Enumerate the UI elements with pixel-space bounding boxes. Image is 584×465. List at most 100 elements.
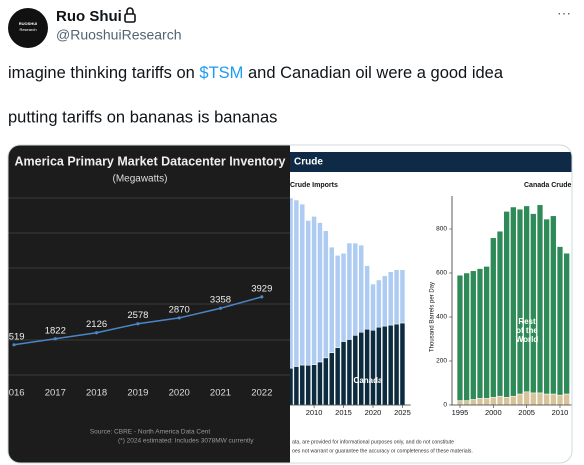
bar-segment bbox=[358, 331, 364, 406]
cashtag-link[interactable]: $TSM bbox=[199, 64, 243, 82]
y-axis-label: Thousand Barrels per Day bbox=[430, 282, 436, 352]
bar-segment bbox=[483, 266, 490, 399]
bar-segment bbox=[563, 252, 570, 395]
bar-segment bbox=[470, 270, 477, 400]
data-label: 2578 bbox=[127, 310, 148, 321]
bar-segment bbox=[358, 244, 364, 333]
bar-segment bbox=[340, 341, 347, 406]
bar-segment bbox=[323, 230, 329, 359]
bar-segment bbox=[556, 246, 564, 396]
bar-segment bbox=[387, 271, 394, 326]
series-label: Canada bbox=[354, 376, 383, 385]
bar-segment bbox=[483, 398, 490, 406]
data-label: 2870 bbox=[169, 304, 190, 315]
more-button[interactable]: ··· bbox=[557, 5, 571, 21]
bar-segment bbox=[543, 393, 550, 406]
bar-segment bbox=[328, 246, 335, 353]
bar-segment bbox=[393, 323, 400, 406]
bar-segment bbox=[311, 216, 317, 365]
bar-segment bbox=[352, 335, 359, 406]
panel-header: Crude bbox=[294, 157, 323, 168]
bar-segment bbox=[490, 237, 497, 398]
bar-segment bbox=[530, 213, 537, 394]
bar-segment bbox=[490, 397, 497, 406]
bar-segment bbox=[536, 392, 544, 406]
chart-title: Canada Crude i bbox=[524, 182, 575, 189]
chart-subtitle: (Megawatts) bbox=[112, 174, 167, 185]
y-tick-label: 600 bbox=[436, 270, 447, 277]
bar-segment bbox=[503, 397, 510, 406]
bar-segment bbox=[503, 211, 510, 398]
bar-segment bbox=[382, 275, 388, 327]
bar-segment bbox=[510, 206, 517, 397]
x-tick-label: 2005 bbox=[518, 408, 535, 417]
series-label: Rest of the World bbox=[516, 317, 539, 344]
bar-segment bbox=[323, 357, 329, 406]
tweet-image[interactable]: America Primary Market Datacenter Invent… bbox=[3, 145, 575, 463]
bar-segment bbox=[334, 347, 341, 406]
bar-segment bbox=[536, 204, 544, 394]
bar-segment bbox=[476, 398, 484, 406]
bar-segment bbox=[346, 339, 353, 406]
x-tick-label: 2025 bbox=[394, 408, 411, 417]
tweet-text: putting tariffs on bananas is bananas bbox=[8, 108, 277, 126]
avatar-text: RUOSHUI bbox=[19, 21, 37, 26]
bar-segment bbox=[382, 325, 388, 406]
avatar-text: Research bbox=[19, 27, 36, 32]
data-point bbox=[95, 331, 99, 335]
tweet-text: imagine thinking tariffs on $TSM and Can… bbox=[8, 64, 504, 82]
middle-chart: Crude Imports 2010 2015 2020 2025 Canada bbox=[290, 182, 411, 417]
avatar[interactable]: RUOSHUI Research bbox=[8, 8, 48, 48]
bar-segment bbox=[311, 364, 317, 406]
bar-segment bbox=[317, 361, 323, 406]
data-point bbox=[53, 337, 57, 341]
x-tick-label: 2016 bbox=[3, 388, 24, 399]
bar-segment bbox=[393, 269, 400, 325]
footnote: ata, are provided for informational purp… bbox=[292, 439, 454, 445]
bar-segment bbox=[387, 324, 394, 406]
chart-title: Crude Imports bbox=[290, 182, 338, 189]
x-tick-label: 2000 bbox=[485, 408, 502, 417]
x-tick-label: 2020 bbox=[365, 408, 382, 417]
bar-segment bbox=[293, 366, 300, 406]
data-label: 2126 bbox=[86, 319, 107, 330]
bar-segment bbox=[376, 279, 382, 328]
bar-segment bbox=[370, 283, 376, 331]
data-point bbox=[177, 316, 181, 320]
data-label: 3358 bbox=[210, 295, 231, 306]
author-handle[interactable]: @RuoshuiResearch bbox=[56, 27, 182, 43]
data-point bbox=[218, 306, 223, 310]
bar-segment bbox=[516, 393, 524, 406]
bar-segment bbox=[293, 199, 300, 367]
bar-segment bbox=[334, 255, 341, 348]
x-tick-label: 2018 bbox=[86, 388, 107, 399]
bar-segment bbox=[352, 242, 359, 336]
bar-segment bbox=[299, 364, 306, 406]
footnote: Source: CBRE - North America Data Cent bbox=[90, 429, 210, 436]
x-tick-label: 2019 bbox=[127, 388, 148, 399]
footnote: oes not warrant or guarantee the accurac… bbox=[292, 448, 473, 454]
x-tick-label: 2017 bbox=[45, 388, 66, 399]
bar-segment bbox=[317, 222, 323, 363]
x-tick-label: 1995 bbox=[452, 408, 469, 417]
bar-segment bbox=[550, 215, 557, 395]
bar-segment bbox=[510, 395, 517, 406]
y-tick-label: 0 bbox=[443, 402, 447, 409]
data-label: 1519 bbox=[3, 331, 24, 342]
bar-segment bbox=[364, 265, 370, 330]
footnote: (*) 2024 estimated: Includes 3078MW curr… bbox=[118, 438, 254, 445]
bar-segment bbox=[496, 395, 504, 406]
bar-segment bbox=[550, 393, 557, 406]
data-point bbox=[12, 343, 16, 347]
left-chart: America Primary Market Datacenter Invent… bbox=[3, 154, 290, 445]
x-tick-label: 2021 bbox=[210, 388, 231, 399]
bar-segment bbox=[399, 269, 406, 324]
author-name[interactable]: Ruo Shui bbox=[56, 8, 122, 25]
x-tick-label: 2020 bbox=[169, 388, 190, 399]
data-point bbox=[136, 322, 140, 326]
bar-segment bbox=[563, 393, 570, 406]
bar-segment bbox=[346, 242, 353, 340]
header-bar bbox=[290, 152, 572, 172]
y-tick-label: 800 bbox=[436, 226, 447, 233]
x-tick-label: 2022 bbox=[251, 388, 272, 399]
